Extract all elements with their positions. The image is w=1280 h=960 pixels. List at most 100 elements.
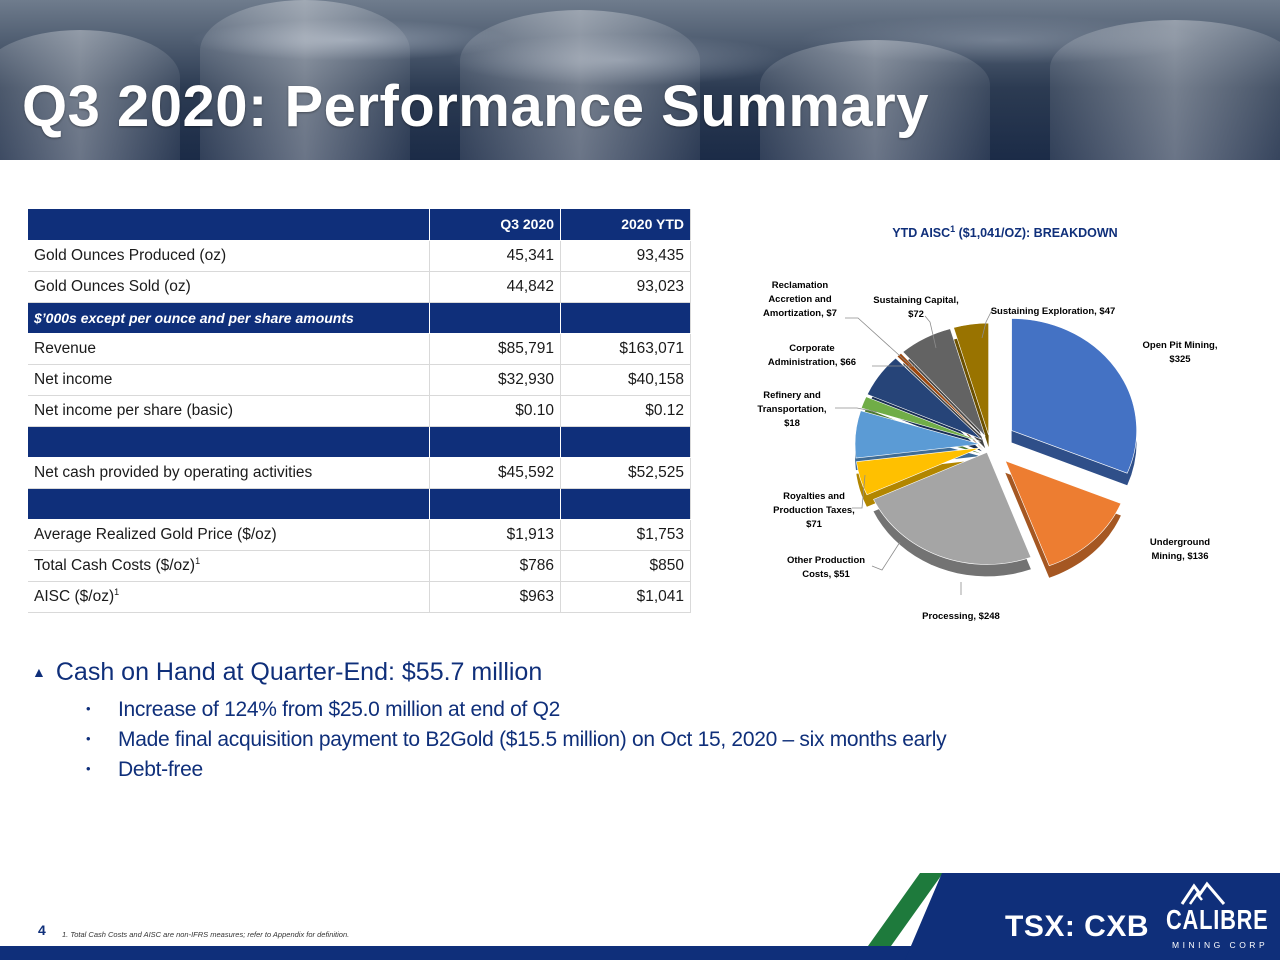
slice-other-production-costs [856, 447, 981, 496]
pie-data-label-line: Administration, $66 [768, 357, 856, 368]
pie-data-label: Sustaining Exploration, $47 [991, 306, 1116, 317]
list-item-text: Debt-free [118, 758, 203, 781]
row-ytd-value: $1,753 [560, 519, 691, 551]
spacer-cell [560, 488, 691, 520]
table-header-row: Q3 2020 2020 YTD [28, 209, 691, 241]
bullet-dot-icon: • [86, 701, 91, 716]
pie-data-label: Refinery and Transportation, $18 [757, 390, 826, 429]
table-row: Net income per share (basic) $0.10 $0.12 [28, 395, 691, 427]
aisc-pie-chart: Open Pit Mining, $325 Underground Mining, $… [757, 280, 1218, 622]
pie-data-label-line: Royalties and [783, 491, 845, 502]
row-label: Total Cash Costs ($/oz)1 [28, 550, 430, 582]
pie-data-label-line: Mining, $136 [1151, 551, 1208, 562]
row-label: AISC ($/oz)1 [28, 581, 430, 613]
pie-data-label-line: $72 [908, 309, 924, 320]
bullet-dot-icon: • [86, 731, 91, 746]
chart-title-main: YTD AISC [892, 226, 951, 240]
table-header-cell [28, 209, 430, 241]
pie-data-label-line: $18 [784, 418, 800, 429]
table-row: Net cash provided by operating activitie… [28, 457, 691, 489]
table-row: Total Cash Costs ($/oz)1 $786 $850 [28, 550, 691, 582]
leader-line [845, 317, 911, 366]
row-q3-value: $45,592 [429, 457, 561, 489]
page-number: 4 [38, 922, 46, 938]
pie-data-label: Processing, $248 [922, 611, 1000, 622]
pie-data-label-line: Sustaining Capital, [873, 295, 959, 306]
row-q3-value [429, 302, 561, 334]
pie-data-label-line: Accretion and [768, 294, 832, 305]
list-item: • Made final acquisition payment to B2Gol… [86, 724, 947, 754]
row-q3-value: $0.10 [429, 395, 561, 427]
table-row: Revenue $85,791 $163,071 [28, 333, 691, 365]
row-label: Gold Ounces Produced (oz) [28, 240, 430, 272]
row-q3-value: 44,842 [429, 271, 561, 303]
leader-line [924, 315, 937, 349]
sub-bullet-list: • Increase of 124% from $25.0 million at … [86, 694, 947, 784]
pie-data-label-line: Open Pit Mining, [1143, 340, 1218, 351]
row-label: Net cash provided by operating activitie… [28, 457, 430, 489]
leader-line [871, 541, 901, 571]
row-ytd-value: $0.12 [560, 395, 691, 427]
table-row: AISC ($/oz)1 $963 $1,041 [28, 581, 691, 613]
row-label-text: AISC ($/oz) [34, 587, 115, 605]
spacer-cell [28, 426, 430, 458]
pie-data-label: Other Production Costs, $51 [787, 555, 865, 580]
row-ytd-value: $163,071 [560, 333, 691, 365]
row-q3-value: $1,913 [429, 519, 561, 551]
list-item: • Increase of 124% from $25.0 million at … [86, 694, 946, 724]
pie-data-label: Royalties and Production Taxes, $71 [773, 491, 855, 530]
pie-data-label-line: Amortization, $7 [763, 308, 837, 319]
page-title: Q3 2020: Performance Summary [22, 74, 929, 139]
slice-processing [873, 452, 1032, 565]
row-ytd-value: $1,041 [560, 581, 691, 613]
header-banner: Q3 2020: Performance Summary [0, 0, 1280, 160]
leader-line [981, 309, 993, 339]
cash-on-hand-bullet: ▲ Cash on Hand at Quarter-End: $55.7 mill… [32, 658, 542, 687]
triangle-bullet-icon: ▲ [32, 664, 46, 680]
pie-data-label: Open Pit Mining, $325 [1143, 340, 1218, 365]
slice-royalties-production-taxes [854, 410, 981, 459]
pie-data-label-line: $325 [1169, 354, 1191, 365]
section-label: $’000s except per ounce and per share am… [28, 302, 430, 334]
chart-title-footnote: 1 [950, 223, 956, 234]
row-q3-value: $85,791 [429, 333, 561, 365]
row-label-text: Total Cash Costs ($/oz) [34, 556, 196, 574]
row-q3-value: $32,930 [429, 364, 561, 396]
row-q3-value: $786 [429, 550, 561, 582]
ticker-symbol: TSX: CXB [1005, 910, 1150, 943]
list-item-text: Increase of 124% from $25.0 million at e… [118, 698, 561, 721]
row-ytd-value: $850 [560, 550, 691, 582]
pie-data-label-line: Production Taxes, [773, 505, 855, 516]
pie-data-label: Underground Mining, $136 [1150, 537, 1210, 562]
logo-wordmark: CALIBRE [1166, 904, 1269, 935]
table-row: Average Realized Gold Price ($/oz) $1,91… [28, 519, 691, 551]
pie-data-label-line: Other Production [787, 555, 865, 566]
table-row: Gold Ounces Sold (oz) 44,842 93,023 [28, 271, 691, 303]
pie-data-label-line: Sustaining Exploration, $47 [991, 306, 1116, 317]
leader-line [852, 474, 866, 509]
calibre-logo-icon [1180, 881, 1226, 905]
row-label: Gold Ounces Sold (oz) [28, 271, 430, 303]
row-label: Average Realized Gold Price ($/oz) [28, 519, 430, 551]
table-row: Gold Ounces Produced (oz) 45,341 93,435 [28, 240, 691, 272]
pie-data-label-line: $71 [806, 519, 823, 530]
pie-data-label: Corporate Administration, $66 [768, 343, 856, 368]
slice-corporate-administration [866, 357, 983, 440]
pie-data-label-line: Transportation, [757, 404, 826, 415]
slice-refinery-transportation [860, 396, 981, 442]
table-spacer-row [28, 488, 691, 520]
row-ytd-value: 93,023 [560, 271, 691, 303]
slice-sustaining-capital [902, 328, 986, 437]
chart-title-rest: ($1,041/OZ): BREAKDOWN [955, 226, 1118, 240]
slice-open-pit-mining [1011, 318, 1137, 474]
table-section-row: $’000s except per ounce and per share am… [28, 302, 691, 334]
list-item-text: Made final acquisition payment to B2Gold… [118, 728, 947, 751]
footnote-marker: 1 [114, 586, 120, 597]
table-header-q3: Q3 2020 [429, 209, 561, 241]
performance-table: Q3 2020 2020 YTD Gold Ounces Produced (o… [28, 209, 691, 613]
row-ytd-value: $52,525 [560, 457, 691, 489]
slice-underground-mining [1004, 460, 1122, 567]
table-row: Net income $32,930 $40,158 [28, 364, 691, 396]
list-item: • Debt-free [86, 754, 946, 784]
pie-data-label-line: Underground [1150, 537, 1210, 548]
